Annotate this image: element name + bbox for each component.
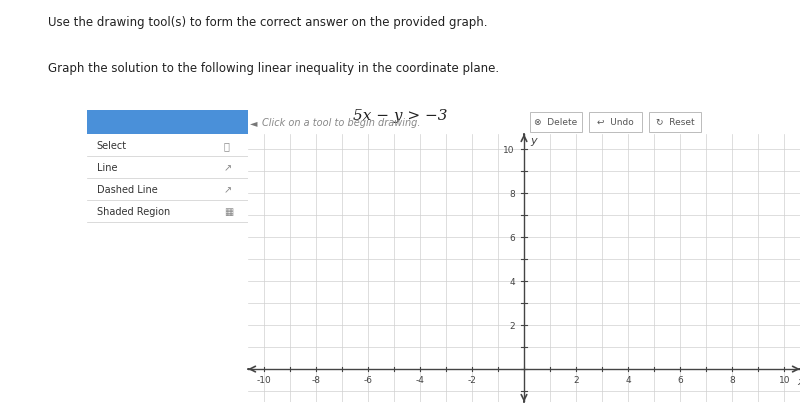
Text: Dashed Line: Dashed Line <box>97 185 158 194</box>
Text: Graph the solution to the following linear inequality in the coordinate plane.: Graph the solution to the following line… <box>48 62 499 75</box>
Text: 4: 4 <box>510 277 515 286</box>
Text: ◄: ◄ <box>229 118 236 128</box>
Text: ▦: ▦ <box>224 207 233 216</box>
Text: Line: Line <box>97 162 117 173</box>
Text: 6: 6 <box>509 233 515 242</box>
Text: Click on a tool to begin drawing.: Click on a tool to begin drawing. <box>262 118 420 128</box>
Text: 6: 6 <box>678 375 683 384</box>
Text: 8: 8 <box>509 190 515 198</box>
Text: Shaded Region: Shaded Region <box>97 207 170 216</box>
Text: 2: 2 <box>574 375 579 384</box>
Text: Drawing Tools: Drawing Tools <box>97 118 174 128</box>
Text: y: y <box>530 136 537 146</box>
Text: -4: -4 <box>415 375 424 384</box>
Text: 4: 4 <box>626 375 631 384</box>
Text: ↗: ↗ <box>224 185 232 194</box>
Bar <box>530 113 582 133</box>
Bar <box>87 111 248 135</box>
Text: 2: 2 <box>510 321 515 330</box>
Text: -2: -2 <box>467 375 476 384</box>
Text: ↩  Undo: ↩ Undo <box>597 118 634 127</box>
Text: x: x <box>798 376 800 386</box>
Text: 10: 10 <box>503 145 515 154</box>
Text: 8: 8 <box>730 375 735 384</box>
Text: ⊗  Delete: ⊗ Delete <box>534 118 578 127</box>
Text: Use the drawing tool(s) to form the correct answer on the provided graph.: Use the drawing tool(s) to form the corr… <box>48 15 487 28</box>
Text: 5x − y > −3: 5x − y > −3 <box>353 109 447 123</box>
Text: -10: -10 <box>256 375 271 384</box>
Text: ↗: ↗ <box>224 162 232 173</box>
Text: ◄: ◄ <box>250 118 258 128</box>
Text: 🔍: 🔍 <box>224 141 230 151</box>
Bar <box>649 113 702 133</box>
Text: Select: Select <box>97 141 126 151</box>
Text: ✎: ✎ <box>203 118 212 128</box>
Bar <box>590 113 642 133</box>
Text: -6: -6 <box>363 375 372 384</box>
Text: -8: -8 <box>311 375 320 384</box>
Text: 10: 10 <box>778 375 790 384</box>
Text: ↻  Reset: ↻ Reset <box>655 118 694 127</box>
